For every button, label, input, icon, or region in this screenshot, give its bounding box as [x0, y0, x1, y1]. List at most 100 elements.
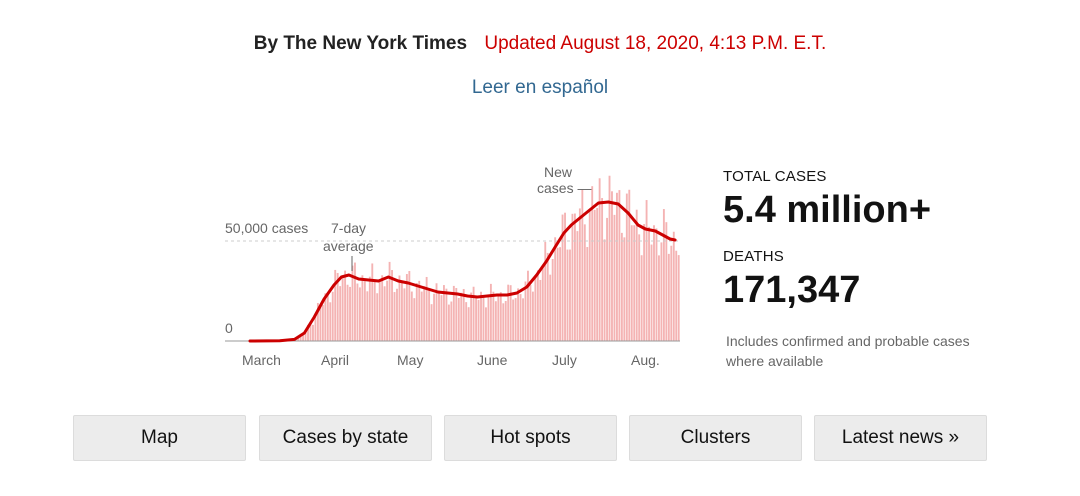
daily-cases-bar: [485, 307, 487, 341]
daily-cases-bar: [373, 279, 376, 341]
daily-cases-bar: [519, 294, 522, 341]
daily-cases-bar: [363, 281, 366, 341]
daily-cases-bar: [620, 232, 623, 341]
daily-cases-bar: [371, 263, 374, 341]
daily-cases-bar: [440, 295, 443, 341]
daily-cases-bar: [299, 334, 302, 341]
daily-cases-bar: [428, 290, 431, 341]
daily-cases-bar: [358, 287, 361, 341]
daily-cases-bar: [344, 270, 347, 341]
daily-cases-bar: [566, 249, 569, 341]
daily-cases-bar: [316, 302, 319, 341]
new-cases-annotation-1: New: [544, 164, 573, 180]
daily-cases-bar: [351, 265, 354, 341]
daily-cases-bar: [475, 298, 478, 341]
daily-cases-bar: [423, 286, 426, 341]
new-cases-annotation-2: cases —: [537, 180, 591, 196]
daily-cases-bar: [430, 304, 433, 341]
daily-cases-bar: [554, 237, 557, 341]
daily-cases-bar: [366, 291, 369, 341]
updated-timestamp: Updated August 18, 2020, 4:13 P.M. E.T.: [484, 33, 827, 54]
daily-cases-bar: [334, 269, 337, 341]
daily-cases-bar: [517, 288, 520, 341]
daily-cases-bar: [489, 283, 492, 341]
daily-cases-bar: [447, 304, 450, 341]
daily-cases-bar: [418, 280, 421, 341]
daily-cases-bar: [588, 209, 591, 341]
daily-cases-bar: [480, 291, 482, 341]
avg-annotation-2: average: [323, 238, 374, 254]
daily-cases-bar: [529, 284, 532, 341]
daily-cases-bar: [628, 189, 631, 341]
xlabel-aug: Aug.: [631, 352, 660, 368]
cases-by-state-button[interactable]: Cases by state: [259, 415, 432, 461]
daily-cases-bar: [472, 286, 475, 341]
daily-cases-bar: [396, 288, 398, 341]
daily-cases-bar: [665, 222, 668, 341]
daily-cases-bar: [438, 291, 440, 341]
avg-annotation-1: 7-day: [331, 220, 366, 236]
xlabel-may: May: [397, 352, 423, 368]
daily-cases-bar: [487, 297, 490, 341]
daily-cases-bar: [457, 298, 460, 341]
daily-cases-bar: [546, 252, 549, 341]
daily-cases-bar: [462, 288, 465, 341]
ylabel-50000: 50,000 cases: [225, 220, 308, 236]
daily-cases-bar: [539, 280, 542, 341]
daily-cases-bar: [465, 302, 468, 341]
daily-cases-bar: [415, 283, 418, 341]
daily-cases-bar: [556, 247, 559, 341]
daily-cases-bar: [470, 292, 473, 341]
daily-cases-bar: [445, 288, 448, 341]
daily-cases-bar: [653, 225, 655, 341]
daily-cases-bar: [509, 285, 512, 341]
daily-cases-bar: [536, 270, 539, 341]
daily-cases-bar: [408, 271, 411, 341]
daily-cases-bar: [655, 228, 658, 341]
daily-cases-bar: [319, 305, 322, 341]
daily-cases-bar: [569, 249, 571, 341]
daily-cases-bar: [324, 293, 327, 341]
daily-cases-bar: [603, 239, 606, 341]
daily-cases-bar: [527, 270, 529, 341]
daily-cases-bar: [494, 301, 497, 341]
clusters-button[interactable]: Clusters: [629, 415, 802, 461]
daily-cases-bar: [435, 283, 438, 341]
daily-cases-bar: [302, 334, 305, 341]
daily-cases-bar: [625, 193, 628, 341]
daily-cases-bar: [601, 198, 604, 341]
daily-cases-bar: [329, 302, 332, 341]
byline-author: By The New York Times: [253, 33, 468, 54]
daily-cases-bar: [341, 277, 344, 341]
daily-cases-bar: [336, 272, 339, 341]
daily-cases-bar: [672, 231, 675, 341]
daily-cases-bar: [405, 274, 408, 341]
spanish-link[interactable]: Leer en español: [471, 77, 609, 98]
daily-cases-bar: [559, 247, 562, 341]
latest-news-button[interactable]: Latest news »: [814, 415, 987, 461]
daily-cases-bar: [618, 190, 621, 341]
daily-cases-bar: [598, 178, 601, 341]
daily-cases-bar: [677, 255, 680, 341]
daily-cases-bar: [571, 213, 574, 341]
daily-cases-bar: [633, 225, 636, 341]
hot-spots-button[interactable]: Hot spots: [444, 415, 617, 461]
daily-cases-bar: [608, 175, 611, 341]
daily-cases-bar: [349, 286, 351, 341]
daily-cases-bar: [383, 286, 386, 341]
map-button[interactable]: Map: [73, 415, 246, 461]
daily-cases-bar: [534, 275, 537, 341]
daily-cases-bar: [425, 276, 428, 341]
daily-cases-bar: [391, 270, 393, 341]
daily-cases-bar: [346, 284, 349, 341]
daily-cases-bar: [312, 324, 314, 341]
daily-cases-bar: [499, 292, 502, 341]
daily-cases-bar: [507, 284, 510, 341]
daily-cases-bar: [467, 307, 470, 341]
daily-cases-bar: [549, 274, 552, 341]
daily-cases-bar: [512, 299, 515, 341]
deaths-block: DEATHS 171,347: [723, 248, 860, 312]
daily-cases-bar: [433, 293, 435, 341]
daily-cases-bar: [376, 293, 379, 341]
daily-cases-bar: [662, 209, 665, 341]
